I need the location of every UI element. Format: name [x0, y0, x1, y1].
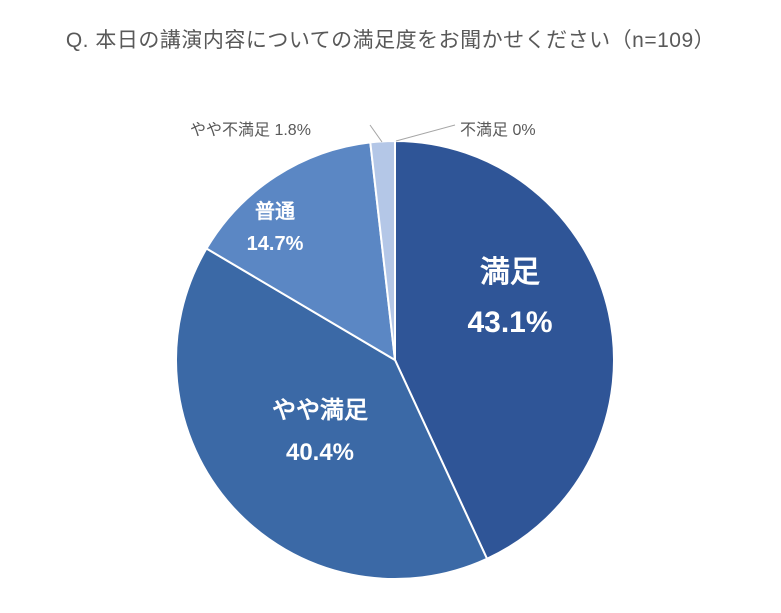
callout-dissatisfied: 不満足 0% — [460, 116, 536, 140]
satisfaction-pie-chart: 満足 43.1% やや満足 40.4% 普通 14.7% — [0, 0, 781, 613]
slice-label-pct-satisfied: 43.1% — [467, 306, 552, 339]
slice-label-pct-somewhat_satisfied: 40.4% — [286, 439, 354, 466]
slice-label-pct-neutral: 14.7% — [247, 233, 304, 255]
leader-line-dissatisfied — [396, 125, 455, 141]
callout-somewhat_dissatisfied: やや不満足 1.8% — [190, 116, 311, 140]
slice-label-name-satisfied: 満足 — [480, 256, 540, 289]
leader-line-somewhat_dissatisfied — [370, 125, 382, 142]
slice-label-name-neutral: 普通 — [255, 199, 295, 223]
slice-label-name-somewhat_satisfied: やや満足 — [272, 397, 368, 424]
